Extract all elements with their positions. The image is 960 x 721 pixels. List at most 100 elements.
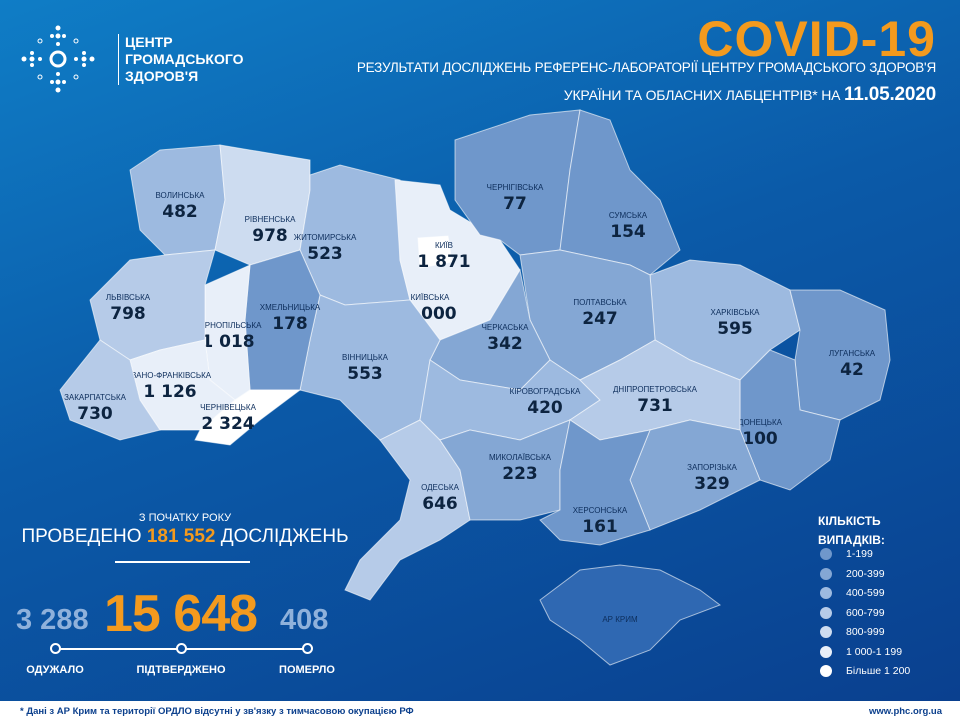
region-cases: 553	[347, 364, 383, 384]
region-name: ТЕРНОПІЛЬСЬКА	[195, 321, 263, 330]
region-name: АР КРИМ	[602, 615, 638, 624]
region-cases: 730	[77, 404, 113, 424]
legend-label: 1 000-1 199	[846, 645, 903, 658]
region-shape	[539, 419, 651, 546]
legend-label: 1-199	[846, 548, 873, 560]
legend-item: 1 000-1 199	[820, 645, 903, 658]
region-cases: 77	[503, 194, 527, 214]
region-name: ЧЕРНІВЕЦЬКА	[200, 403, 257, 412]
recovered-count: 3 288	[16, 604, 89, 636]
confirmed-count: 15 648	[104, 585, 258, 643]
divider	[115, 561, 250, 563]
region-name: РІВНЕНСЬКА	[245, 215, 296, 224]
region-cases: 178	[272, 314, 308, 334]
legend-label: 600-799	[846, 606, 885, 619]
legend-label: 200-399	[846, 567, 885, 580]
region-name: ХАРКІВСЬКА	[711, 308, 761, 317]
region: АР КРИМ	[539, 564, 722, 666]
legend-item: 800-999	[820, 626, 885, 638]
region-name: КИЇВ	[435, 241, 453, 250]
region: ДОНЕЦЬКА 100	[738, 349, 841, 491]
region: ЛЬВІВСЬКА 798	[89, 249, 216, 361]
region: ХЕРСОНСЬКА 161	[539, 419, 651, 546]
region-shape	[129, 144, 226, 256]
legend-label: Більше 1 200	[846, 665, 911, 677]
legend-swatch	[820, 548, 832, 560]
subtitle-text: УКРАЇНИ ТА ОБЛАСНИХ ЛАБЦЕНТРІВ* НА	[563, 87, 841, 103]
region-name: ЗАКАРПАТСЬКА	[64, 393, 127, 402]
logo-line: ЗДОРОВ'Я	[125, 68, 199, 84]
region: ЧЕРКАСЬКА 342	[429, 268, 551, 391]
tests-suffix: ДОСЛІДЖЕНЬ	[220, 526, 349, 547]
legend-swatch	[820, 567, 832, 580]
region: ІВАНО-ФРАНКІВСЬКА 1 126	[129, 339, 236, 431]
region: ПОЛТАВСЬКА 247	[519, 249, 656, 381]
report-date: 11.05.2020	[843, 84, 936, 105]
recovered-label: ОДУЖАЛО	[26, 664, 84, 676]
legend-item: 1-199	[820, 548, 873, 560]
tests-prefix: ПРОВЕДЕНО	[21, 526, 142, 547]
region: ВОЛИНСЬКА 482	[129, 144, 226, 256]
region: СУМСЬКА 154	[559, 109, 681, 276]
phc-logo-text: ЦЕНТР ГРОМАДСЬКОГО ЗДОРОВ'Я	[118, 34, 244, 85]
region-name: ЖИТОМИРСЬКА	[294, 233, 357, 242]
region: ДНІПРОПЕТРОВСЬКА 731	[569, 339, 741, 441]
since-label: З ПОЧАТКУ РОКУ	[138, 512, 232, 524]
region-name: ДНІПРОПЕТРОВСЬКА	[613, 385, 698, 394]
region: ЛУГАНСЬКА 42	[789, 289, 891, 421]
region-name: ДОНЕЦЬКА	[738, 418, 783, 427]
region: ОДЕСЬКА 646	[344, 419, 471, 601]
region-name: ОДЕСЬКА	[421, 483, 459, 492]
region-shape	[417, 235, 453, 269]
region-cases: 42	[840, 360, 864, 380]
region: ХАРКІВСЬКА 595	[649, 259, 801, 381]
region-name: ІВАНО-ФРАНКІВСЬКА	[129, 371, 212, 380]
legend-swatch	[820, 606, 832, 619]
logo-line: ГРОМАДСЬКОГО	[125, 51, 244, 67]
legend-title-line: КІЛЬКІСТЬ	[818, 514, 881, 528]
region-cases: 154	[610, 222, 646, 242]
legend-label: 400-599	[846, 587, 885, 599]
region: ЗАПОРІЗЬКА 329	[629, 419, 761, 531]
subtitle: РЕЗУЛЬТАТИ ДОСЛІДЖЕНЬ РЕФЕРЕНС-ЛАБОРАТОР…	[356, 60, 936, 75]
region-name: ЧЕРКАСЬКА	[482, 323, 530, 332]
region: ХМЕЛЬНИЦЬКА 178	[244, 249, 321, 391]
region-cases: 523	[307, 244, 343, 264]
phc-logo-icon	[21, 25, 95, 93]
legend-swatch	[820, 665, 832, 677]
region-name: ВОЛИНСЬКА	[155, 191, 205, 200]
region: РІВНЕНСЬКА 978	[214, 144, 311, 266]
website-link[interactable]: www.phc.org.ua	[868, 706, 942, 717]
legend-label: 800-999	[846, 626, 885, 638]
legend-item: 200-399	[820, 567, 885, 580]
region-shape	[559, 109, 681, 276]
region: ЗАКАРПАТСЬКА 730	[59, 339, 161, 441]
region-cases: 247	[582, 309, 618, 329]
region-name: ПОЛТАВСЬКА	[573, 298, 627, 307]
region: КИЇВ 1 871	[417, 235, 471, 272]
died-label: ПОМЕРЛО	[279, 664, 335, 676]
region-cases: 646	[422, 494, 458, 514]
region-name: ЛУГАНСЬКА	[829, 349, 876, 358]
region-name: ХМЕЛЬНИЦЬКА	[260, 303, 321, 312]
legend-swatch	[820, 587, 832, 599]
region-cases: 161	[582, 517, 618, 537]
legend-swatch	[820, 645, 832, 658]
region-shape	[539, 564, 722, 666]
timeline-dot	[176, 643, 187, 654]
region-cases: 329	[694, 474, 730, 494]
region-cases: 1 126	[143, 382, 196, 402]
footer: * Дані з АР Крим та території ОРДЛО відс…	[0, 701, 960, 721]
legend-item: Більше 1 200	[820, 665, 910, 677]
timeline-dot	[50, 643, 61, 654]
logo-line: ЦЕНТР	[125, 34, 173, 50]
tests-value: 181 552	[146, 526, 216, 547]
region-shape	[59, 339, 161, 441]
footnote: * Дані з АР Крим та території ОРДЛО відс…	[20, 706, 414, 717]
region-cases: 978	[252, 226, 288, 246]
region-shape	[789, 289, 891, 421]
region-cases: 223	[502, 464, 538, 484]
region-name: ЛЬВІВСЬКА	[106, 293, 151, 302]
region-cases: 420	[527, 398, 563, 418]
